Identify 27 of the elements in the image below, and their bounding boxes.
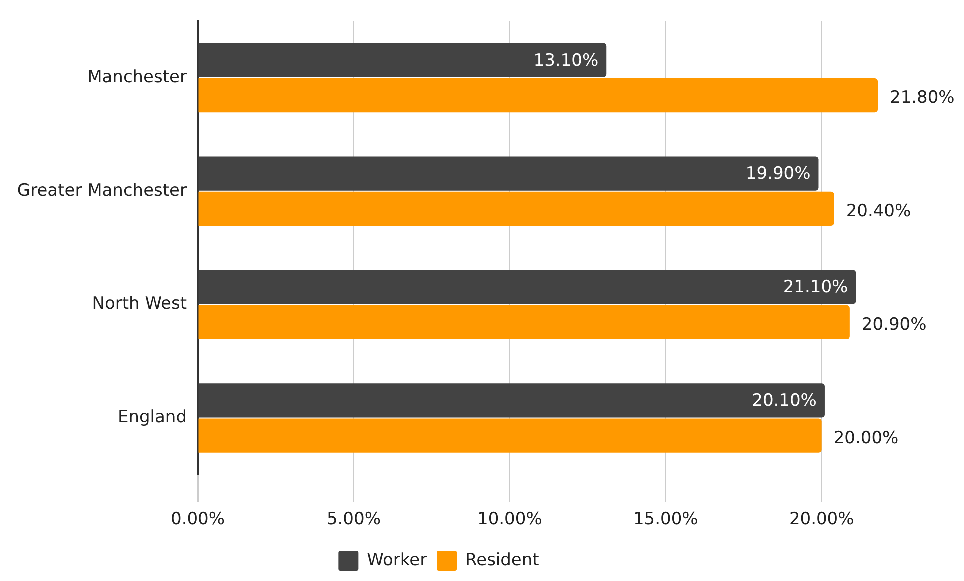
x-tick-label: 20.00%: [789, 510, 854, 530]
x-tick-label: 10.00%: [478, 510, 542, 530]
y-tick-label: North West: [92, 294, 188, 314]
data-label: 21.10%: [783, 278, 848, 298]
data-label: 20.10%: [752, 391, 817, 412]
legend-label: Worker: [367, 550, 428, 570]
bar: [198, 156, 819, 191]
data-label: 20.00%: [834, 428, 899, 448]
bar: [198, 305, 850, 340]
y-tick-label: England: [118, 408, 187, 428]
x-tick-label: 15.00%: [633, 510, 698, 530]
bar: [198, 384, 825, 418]
bar: [198, 43, 607, 78]
data-label: 21.80%: [890, 88, 955, 108]
data-label: 13.10%: [534, 50, 599, 71]
x-tick-label: 5.00%: [326, 510, 381, 530]
data-label: 20.90%: [862, 314, 927, 335]
x-tick-label: 0.00%: [170, 510, 226, 530]
legend-label: Resident: [466, 550, 540, 570]
bar: [198, 418, 822, 453]
bar: [198, 270, 856, 304]
y-tick-label: Manchester: [88, 67, 187, 88]
data-label: 20.40%: [846, 201, 912, 222]
y-tick-label: Greater Manchester: [17, 180, 188, 201]
bar: [198, 78, 878, 113]
data-label: 19.90%: [746, 164, 811, 184]
bar: [198, 192, 834, 226]
